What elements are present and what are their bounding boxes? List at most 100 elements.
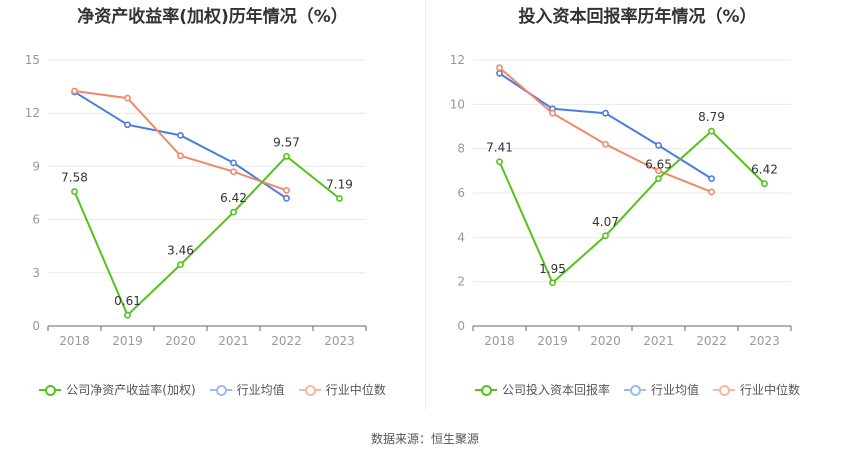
x-tick-label: 2018 — [484, 334, 515, 348]
data-label: 0.61 — [114, 294, 141, 308]
legend-label: 公司净资产收益率(加权) — [66, 383, 196, 397]
data-point — [177, 152, 184, 160]
data-point — [283, 152, 290, 160]
data-point — [71, 188, 78, 195]
legend-line-marker-icon — [474, 384, 497, 396]
roic-chart-title: 投入资本回报率历年情况（%） — [518, 7, 757, 27]
roe-chart-title: 净资产收益率(加权)历年情况（%） — [77, 7, 348, 27]
y-tick-label: 12 — [450, 53, 465, 67]
data-label: 3.46 — [167, 244, 194, 258]
roic-chart-plot: 0 2 4 6 8 10 12 2018 2019 2020 2021 2022 2023 7.41 1.9… — [450, 53, 792, 348]
legend-line-marker-icon — [39, 384, 62, 396]
legend-item-industry-avg[interactable]: 行业均值 — [623, 381, 699, 398]
y-tick-label: 6 — [457, 186, 465, 200]
data-label: 9.57 — [273, 135, 300, 149]
data-point — [230, 159, 237, 167]
data-point — [496, 158, 503, 166]
y-tick-label: 2 — [457, 275, 465, 289]
data-point — [124, 121, 131, 129]
y-tick-label: 9 — [32, 159, 40, 173]
x-tick-label: 2023 — [749, 334, 780, 348]
legend-label: 公司投入资本回报率 — [501, 383, 610, 397]
data-source-note: 数据来源：恒生聚源 — [370, 432, 479, 446]
legend-label: 行业均值 — [650, 383, 699, 397]
legend-item-industry-median[interactable]: 行业中位数 — [298, 381, 386, 398]
legend-item-industry-median[interactable]: 行业中位数 — [713, 381, 800, 398]
legend-label: 行业中位数 — [325, 383, 386, 397]
x-tick-label: 2021 — [643, 334, 674, 348]
company-roe-line — [498, 129, 766, 285]
roic-chart-legend: 公司投入资本回报率 行业均值 行业中位数 — [425, 381, 850, 398]
data-point — [496, 69, 503, 77]
data-point — [124, 94, 131, 102]
data-point — [708, 175, 715, 182]
y-tick-label: 3 — [32, 266, 40, 280]
y-tick-label: 0 — [32, 319, 40, 333]
y-tick-label: 12 — [25, 106, 40, 120]
data-point — [655, 167, 662, 175]
data-point — [761, 180, 768, 188]
legend-label: 行业中位数 — [740, 383, 801, 397]
y-tick-label: 8 — [457, 142, 465, 156]
x-tick-label: 2020 — [590, 334, 621, 348]
x-tick-label: 2019 — [537, 334, 568, 348]
data-point — [283, 194, 290, 202]
data-point — [177, 261, 184, 269]
panel-divider — [425, 0, 426, 410]
roe-chart-plot: 0 3 6 9 12 15 2018 2019 2020 2021 2022 2023 7.58 0.61… — [25, 53, 367, 348]
data-label: 1.95 — [539, 262, 566, 276]
data-point — [549, 109, 556, 117]
x-tick-label: 2018 — [59, 334, 90, 348]
x-tick-label: 2022 — [271, 334, 302, 348]
roe-chart-panel: 净资产收益率(加权)历年情况（%） 0 3 6 9 12 15 2018 2019 2020 20… — [0, 0, 425, 410]
data-point — [177, 131, 184, 139]
y-tick-label: 10 — [450, 97, 465, 111]
company-roe-line — [73, 154, 341, 317]
data-label: 7.41 — [486, 141, 513, 155]
data-label: 4.07 — [592, 215, 619, 229]
legend-item-company[interactable]: 公司净资产收益率(加权) — [39, 381, 196, 398]
y-tick-label: 0 — [457, 319, 465, 333]
y-tick-label: 6 — [32, 213, 40, 227]
industry-median-line — [498, 66, 712, 193]
data-point — [655, 175, 662, 182]
data-point — [496, 64, 503, 72]
legend-item-industry-avg[interactable]: 行业均值 — [209, 381, 285, 398]
roic-chart-panel: 投入资本回报率历年情况（%） 0 2 4 6 8 10 12 2018 2019 2020 2021… — [425, 0, 850, 410]
legend-item-company[interactable]: 公司投入资本回报率 — [474, 381, 610, 398]
data-point — [283, 186, 290, 194]
data-point — [708, 188, 715, 196]
data-point — [549, 279, 556, 287]
legend-line-marker-icon — [713, 384, 735, 396]
legend-line-marker-icon — [209, 384, 232, 396]
y-tick-label: 15 — [25, 53, 40, 67]
data-label: 7.58 — [61, 171, 88, 185]
legend-label: 行业均值 — [236, 383, 285, 397]
x-tick-label: 2019 — [112, 334, 143, 348]
x-tick-label: 2020 — [165, 334, 196, 348]
x-tick-label: 2022 — [696, 334, 727, 348]
data-point — [124, 311, 131, 319]
data-label: 6.65 — [645, 158, 672, 172]
data-label: 6.42 — [220, 191, 247, 205]
data-point — [230, 168, 237, 176]
data-label: 7.19 — [326, 177, 353, 191]
industry-avg-line — [73, 91, 288, 200]
legend-line-marker-icon — [298, 384, 321, 396]
roe-chart-legend: 公司净资产收益率(加权) 行业均值 行业中位数 — [0, 381, 425, 398]
data-label: 8.79 — [698, 110, 725, 124]
x-tick-label: 2021 — [218, 334, 249, 348]
y-tick-label: 4 — [457, 230, 465, 244]
legend-line-marker-icon — [623, 384, 646, 396]
x-tick-label: 2023 — [324, 334, 355, 348]
industry-median-line — [74, 90, 287, 192]
data-label: 6.42 — [751, 163, 778, 177]
data-point — [655, 141, 662, 149]
data-point — [71, 87, 78, 95]
data-point — [230, 208, 237, 216]
industry-avg-line — [498, 72, 713, 180]
data-point — [602, 232, 609, 240]
data-point — [602, 109, 609, 117]
data-point — [708, 127, 715, 135]
data-point — [336, 195, 343, 202]
